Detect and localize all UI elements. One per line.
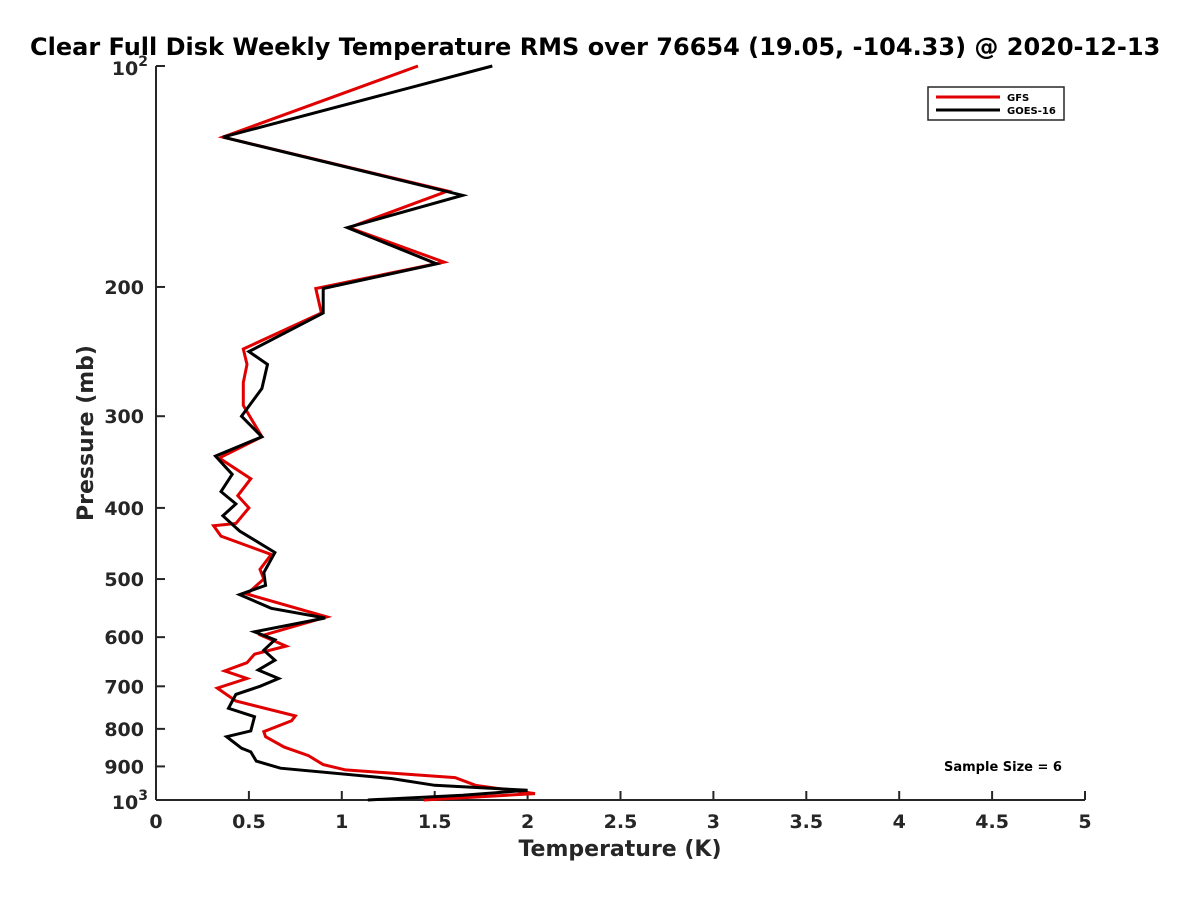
x-axis-label: Temperature (K) <box>518 837 721 862</box>
legend-box <box>927 86 1065 121</box>
x-tick-label: 0 <box>149 811 162 833</box>
y-tick-label: 102 <box>112 54 148 80</box>
y-tick-label: 600 <box>104 627 144 649</box>
chart-title: Clear Full Disk Weekly Temperature RMS o… <box>30 33 1160 61</box>
y-tick-label: 400 <box>104 498 144 520</box>
series-line-goes-16 <box>212 64 528 802</box>
sample-size-annotation: Sample Size = 6 <box>944 760 1062 775</box>
x-tick-label: 5 <box>1078 811 1091 833</box>
y-tick-label: 200 <box>104 277 144 299</box>
x-axis-ticks: 0 0.5 1 1.5 2 2.5 3 3.5 4 4.5 5 <box>149 791 1092 833</box>
y-tick-label: 800 <box>104 719 144 741</box>
x-tick-label: 0.5 <box>232 811 266 833</box>
series-lines <box>210 64 536 802</box>
x-tick-label: 1 <box>335 811 348 833</box>
y-tick-label: 103 <box>112 788 148 814</box>
y-tick-label: 500 <box>104 569 144 591</box>
x-tick-label: 2 <box>521 811 534 833</box>
x-tick-label: 4.5 <box>975 811 1009 833</box>
x-tick-label: 3.5 <box>789 811 823 833</box>
x-tick-label: 2.5 <box>604 811 638 833</box>
x-tick-label: 1.5 <box>418 811 452 833</box>
y-axis-ticks: 102 200 300 400 500 600 700 800 900 103 <box>104 54 165 814</box>
x-tick-label: 4 <box>893 811 906 833</box>
y-tick-label: 900 <box>104 756 144 778</box>
series-line-gfs <box>210 64 536 802</box>
legend: GFS GOES-16 <box>927 86 1065 121</box>
y-tick-label: 300 <box>104 406 144 428</box>
legend-entry-label: GFS <box>1007 93 1029 104</box>
x-tick-label: 3 <box>707 811 720 833</box>
y-axis-label: Pressure (mb) <box>74 345 99 521</box>
legend-entry-label: GOES-16 <box>1007 106 1056 117</box>
y-tick-label: 700 <box>104 676 144 698</box>
